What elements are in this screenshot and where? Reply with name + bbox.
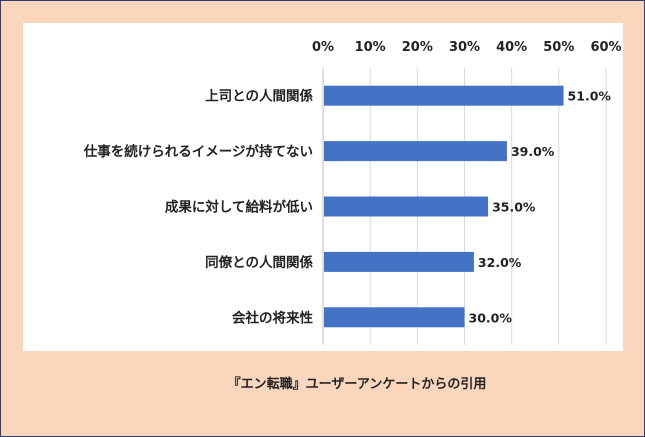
category-label: 同僚との人間関係 <box>205 254 313 271</box>
data-label: 51.0% <box>568 89 612 104</box>
x-tick-label: 20% <box>402 40 433 55</box>
data-label: 30.0% <box>469 310 513 325</box>
category-label: 成果に対して給料が低い <box>165 199 313 216</box>
source-caption: 『エン転職』ユーザーアンケートからの引用 <box>227 377 487 392</box>
plot-area: 0% 10% 20% 30% 40% 50% 60% 上司との人間関係 51.0% 仕事を続けられ… <box>23 23 623 351</box>
bar <box>324 196 489 217</box>
bar <box>324 85 564 106</box>
bar <box>324 251 474 272</box>
category-label: 上司との人間関係 <box>205 88 313 105</box>
data-label: 35.0% <box>492 200 536 215</box>
x-tick-label: 40% <box>496 40 527 55</box>
category-label: 会社の将来性 <box>232 309 313 326</box>
bar-chart: 0% 10% 20% 30% 40% 50% 60% 上司との人間関係 51.0% 仕事を続けられ… <box>83 40 622 345</box>
bar <box>324 307 465 328</box>
x-tick-label: 50% <box>543 40 574 55</box>
data-label: 32.0% <box>478 255 522 270</box>
data-label: 39.0% <box>511 144 555 159</box>
x-tick-label: 30% <box>449 40 480 55</box>
bar <box>324 141 507 162</box>
x-tick-label: 10% <box>355 40 386 55</box>
x-tick-label: 60% <box>590 40 621 55</box>
x-tick-label: 0% <box>312 40 334 55</box>
category-label: 仕事を続けられるイメージが持てない <box>83 143 313 160</box>
